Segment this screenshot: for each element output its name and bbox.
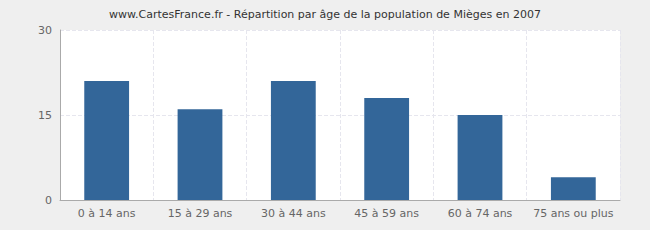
- svg-text:75 ans ou plus: 75 ans ou plus: [533, 207, 614, 220]
- svg-text:45 à 59 ans: 45 à 59 ans: [354, 207, 419, 220]
- svg-text:15: 15: [38, 109, 52, 122]
- svg-text:60 à 74 ans: 60 à 74 ans: [448, 207, 513, 220]
- svg-text:0: 0: [45, 194, 52, 207]
- svg-text:30 à 44 ans: 30 à 44 ans: [261, 207, 326, 220]
- svg-text:www.CartesFrance.fr - Répartit: www.CartesFrance.fr - Répartition par âg…: [109, 8, 541, 21]
- svg-text:15 à 29 ans: 15 à 29 ans: [168, 207, 233, 220]
- svg-text:0 à 14 ans: 0 à 14 ans: [78, 207, 136, 220]
- svg-text:30: 30: [38, 24, 52, 37]
